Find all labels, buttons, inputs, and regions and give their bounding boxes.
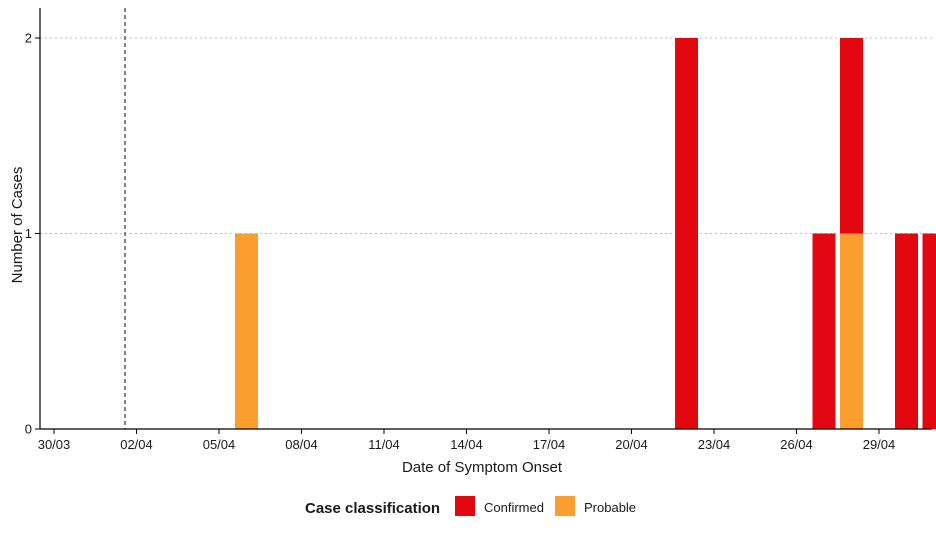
x-tick-label-17-04: 17/04 <box>533 437 566 452</box>
y-axis-title: Number of Cases <box>9 167 26 284</box>
bar-confirmed-01-05 <box>923 234 936 430</box>
legend-swatch-probable <box>555 496 575 516</box>
bar-confirmed-27-04 <box>813 234 836 430</box>
x-tick-label-29-04: 29/04 <box>863 437 896 452</box>
x-tick-label-11-04: 11/04 <box>368 437 400 452</box>
x-tick-label-14-04: 14/04 <box>450 437 483 452</box>
bar-probable-06-04 <box>235 234 258 430</box>
x-tick-label-26-04: 26/04 <box>780 437 813 452</box>
legend-items: Confirmed Probable <box>455 496 636 516</box>
legend: Case classification Confirmed Probable <box>305 496 636 517</box>
legend-label-confirmed: Confirmed <box>484 500 544 515</box>
y-tick-label-0: 0 <box>25 422 32 437</box>
x-tick-label-05-04: 05/04 <box>203 437 236 452</box>
x-tick-label-30-03: 30/03 <box>38 437 71 452</box>
x-tick-label-20-04: 20/04 <box>615 437 648 452</box>
y-tick-label-2: 2 <box>25 31 32 46</box>
bar-confirmed-30-04 <box>895 234 918 430</box>
grid-layer <box>40 38 932 234</box>
bar-confirmed-22-04 <box>675 38 698 429</box>
x-axis-title: Date of Symptom Onset <box>402 459 563 476</box>
bar-probable-28-04 <box>840 234 863 430</box>
legend-title: Case classification <box>305 500 440 517</box>
x-tick-label-08-04: 08/04 <box>285 437 318 452</box>
bar-confirmed-28-04 <box>840 38 863 234</box>
legend-swatch-confirmed <box>455 496 475 516</box>
x-tick-label-23-04: 23/04 <box>698 437 731 452</box>
legend-label-probable: Probable <box>584 500 636 515</box>
x-tick-label-02-04: 02/04 <box>120 437 153 452</box>
